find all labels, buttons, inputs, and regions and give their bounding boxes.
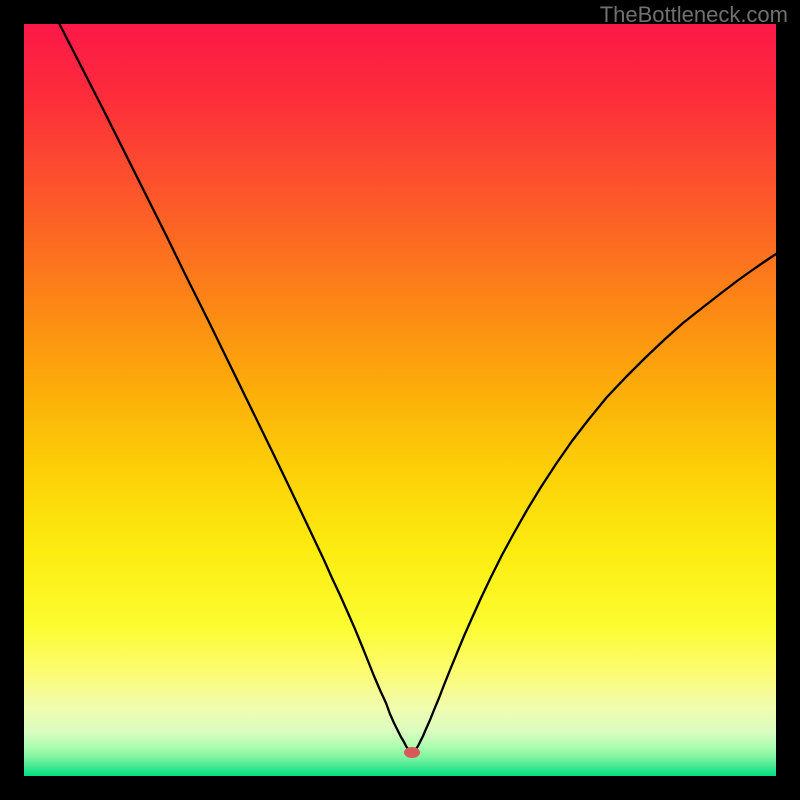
minimum-marker	[404, 747, 420, 758]
watermark-text: TheBottleneck.com	[600, 2, 788, 28]
bottleneck-curve	[24, 24, 776, 776]
